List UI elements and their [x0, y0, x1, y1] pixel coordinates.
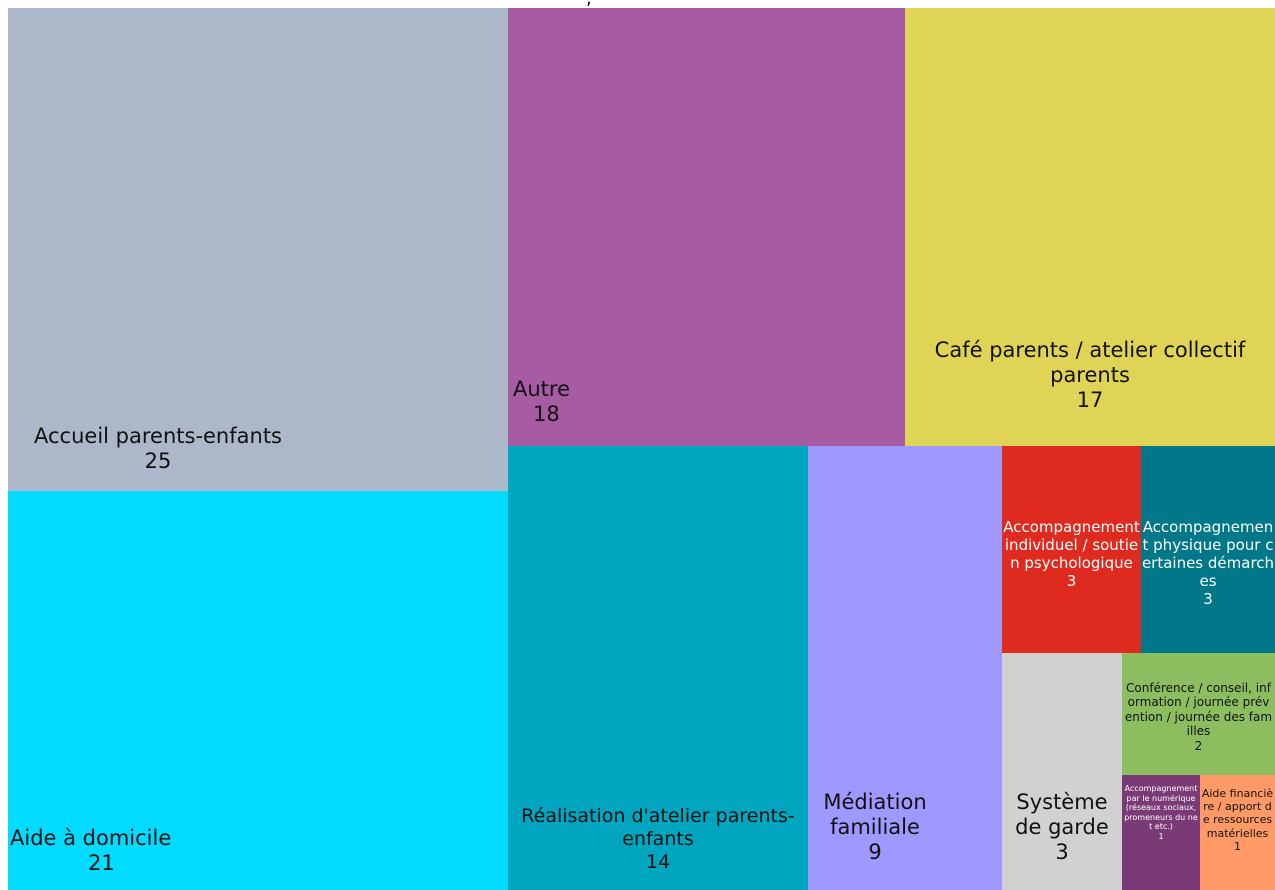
treemap-label-value: 14	[645, 850, 671, 873]
treemap-label-mediation: Médiation familiale 9	[810, 790, 940, 866]
treemap-label-value: 3	[1066, 572, 1077, 590]
treemap-label-systeme-garde: Système de garde 3	[1004, 790, 1120, 866]
treemap-label-name: Café parents / atelier collectif parents	[934, 338, 1246, 388]
treemap-tile-realisation[interactable]: Réalisation d'atelier parents-enfants 14	[508, 446, 808, 890]
treemap-label-acc-numerique: Accompagnement par le numérique (réseaux…	[1124, 784, 1198, 842]
treemap-label-aide-financiere: Aide financière / apport de ressources m…	[1201, 787, 1274, 853]
treemap-label-value: 25	[144, 449, 172, 474]
treemap-label-acc-physique: Accompagnement physique pour certaines d…	[1141, 518, 1275, 608]
treemap-label-aide-domicile: Aide à domicile 21	[10, 826, 230, 876]
treemap-label-name: Système de garde	[1015, 790, 1109, 840]
treemap-label-accueil: Accueil parents-enfants 25	[10, 424, 306, 474]
treemap-label-name: Aide financière / apport de ressources m…	[1201, 787, 1274, 840]
treemap-tile-acc-individuel[interactable]: Accompagnement individuel / soutien psyc…	[1002, 446, 1141, 653]
treemap-label-value: 21	[88, 851, 115, 876]
treemap-tile-mediation[interactable]: Médiation familiale 9	[808, 446, 1002, 890]
treemap-label-value: 3	[1203, 590, 1213, 608]
treemap-tile-conference[interactable]: Conférence / conseil, information / jour…	[1122, 653, 1275, 775]
treemap-tile-aide-financiere[interactable]: Aide financière / apport de ressources m…	[1200, 775, 1275, 890]
treemap-label-name: Accompagnement physique pour certaines d…	[1141, 518, 1275, 590]
treemap-label-value: 1	[1158, 831, 1164, 841]
treemap-tile-cafe[interactable]: Café parents / atelier collectif parents…	[905, 8, 1275, 446]
treemap-label-name: Autre	[513, 377, 571, 401]
treemap-tile-aide-domicile[interactable]: Aide à domicile 21	[8, 491, 508, 890]
treemap-tile-acc-numerique[interactable]: Accompagnement par le numérique (réseaux…	[1122, 775, 1200, 890]
treemap-tile-autre[interactable]: Autre 18	[508, 8, 905, 446]
treemap-label-autre: Autre 18	[513, 377, 583, 427]
treemap-label-value: 18	[533, 402, 560, 427]
treemap-label-name: Accueil parents-enfants	[34, 424, 282, 448]
treemap-label-name: Accompagnement par le numérique (réseaux…	[1124, 784, 1198, 832]
treemap-label-value: 17	[1076, 388, 1104, 413]
treemap-label-value: 9	[868, 840, 882, 865]
chart-title-partial: ,	[586, 0, 592, 8]
treemap-label-value: 2	[1194, 738, 1203, 753]
treemap-label-realisation: Réalisation d'atelier parents-enfants 14	[510, 805, 806, 873]
treemap-tile-acc-physique[interactable]: Accompagnement physique pour certaines d…	[1141, 446, 1275, 653]
treemap-label-cafe: Café parents / atelier collectif parents…	[907, 338, 1273, 414]
treemap-label-name: Accompagnement individuel / soutien psyc…	[1003, 518, 1140, 572]
treemap-tile-accueil[interactable]: Accueil parents-enfants 25	[8, 8, 508, 491]
treemap-label-name: Réalisation d'atelier parents-enfants	[521, 805, 795, 850]
treemap-label-name: Conférence / conseil, information / jour…	[1124, 681, 1273, 739]
treemap-label-conference: Conférence / conseil, information / jour…	[1124, 681, 1273, 753]
treemap-label-name: Médiation familiale	[823, 790, 927, 840]
treemap-tile-systeme-garde[interactable]: Système de garde 3	[1002, 653, 1122, 890]
treemap-label-name: Aide à domicile	[10, 826, 172, 850]
treemap-label-acc-individuel: Accompagnement individuel / soutien psyc…	[1002, 518, 1141, 590]
treemap-label-value: 3	[1055, 840, 1069, 865]
treemap-label-value: 1	[1234, 839, 1241, 853]
